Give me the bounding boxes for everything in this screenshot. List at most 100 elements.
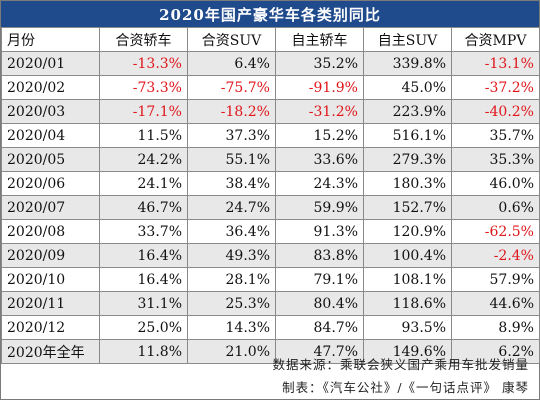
table-cell: 49.3%	[187, 243, 276, 268]
table-cell: 16.4%	[99, 267, 188, 292]
table-cell: 44.6%	[451, 291, 540, 316]
table-cell: 6.2%	[451, 339, 540, 364]
row-label: 2020/08	[1, 219, 100, 244]
table-cell: 57.9%	[451, 267, 540, 292]
table-cell: 45.0%	[363, 75, 452, 100]
table-row: 2020年全年 11.8% 21.0% 47.7% 149.6% 6.2%	[1, 339, 540, 364]
table-cell: 24.1%	[99, 171, 188, 196]
table-cell: 93.5%	[363, 315, 452, 340]
table-row: 2020/02 -73.3% -75.7% -91.9% 45.0% -37.2%	[1, 75, 540, 100]
table-cell: 55.1%	[187, 147, 276, 172]
data-table: 月份 合资轿车 合资SUV 自主轿车 自主SUV 合资MPV 2020/01 -1…	[1, 27, 540, 364]
table-cell: 84.7%	[275, 315, 364, 340]
table-cell: 79.1%	[275, 267, 364, 292]
table-cell: 31.1%	[99, 291, 188, 316]
column-header-jv-sedan: 合资轿车	[99, 27, 188, 52]
table-cell: 80.4%	[275, 291, 364, 316]
table-row: 2020/12 25.0% 14.3% 84.7% 93.5% 8.9%	[1, 315, 540, 340]
table-cell: 152.7%	[363, 195, 452, 220]
table-row: 2020/11 31.1% 25.3% 80.4% 118.6% 44.6%	[1, 291, 540, 316]
row-label: 2020/09	[1, 243, 100, 268]
row-label: 2020年全年	[1, 339, 100, 364]
column-header-domestic-suv: 自主SUV	[363, 27, 452, 52]
table-cell: 35.2%	[275, 51, 364, 76]
table-cell: 46.0%	[451, 171, 540, 196]
column-header-jv-mpv: 合资MPV	[451, 27, 540, 52]
table-cell: 223.9%	[363, 99, 452, 124]
table-cell: 16.4%	[99, 243, 188, 268]
table-cell: 100.4%	[363, 243, 452, 268]
table-cell: 37.3%	[187, 123, 276, 148]
table-row: 2020/09 16.4% 49.3% 83.8% 100.4% -2.4%	[1, 243, 540, 268]
table-cell: 6.4%	[187, 51, 276, 76]
row-label: 2020/04	[1, 123, 100, 148]
table-cell: 24.2%	[99, 147, 188, 172]
row-label: 2020/12	[1, 315, 100, 340]
row-label: 2020/03	[1, 99, 100, 124]
table-cell: 35.3%	[451, 147, 540, 172]
table-cell: 38.4%	[187, 171, 276, 196]
credit-note: 制表：《汽车公社》/《一句话点评》 康琴	[282, 380, 529, 395]
table-cell: -31.2%	[275, 99, 364, 124]
table-cell: 8.9%	[451, 315, 540, 340]
table-cell: 25.0%	[99, 315, 188, 340]
table-cell: 108.1%	[363, 267, 452, 292]
row-label: 2020/06	[1, 171, 100, 196]
table-cell: 15.2%	[275, 123, 364, 148]
table-row: 2020/07 46.7% 24.7% 59.9% 152.7% 0.6%	[1, 195, 540, 220]
table-cell: 11.8%	[99, 339, 188, 364]
row-label: 2020/02	[1, 75, 100, 100]
table-cell: 28.1%	[187, 267, 276, 292]
column-header-domestic-sedan: 自主轿车	[275, 27, 364, 52]
table-cell: 0.6%	[451, 195, 540, 220]
row-label: 2020/11	[1, 291, 100, 316]
table-cell: 59.9%	[275, 195, 364, 220]
table-row: 2020/05 24.2% 55.1% 33.6% 279.3% 35.3%	[1, 147, 540, 172]
table-cell: -91.9%	[275, 75, 364, 100]
table-row: 2020/03 -17.1% -18.2% -31.2% 223.9% -40.2%	[1, 99, 540, 124]
table-cell: -62.5%	[451, 219, 540, 244]
table-cell: 33.6%	[275, 147, 364, 172]
table-cell: 120.9%	[363, 219, 452, 244]
table-title: 2020年国产豪华车各类别同比	[1, 1, 539, 27]
table-cell: -73.3%	[99, 75, 188, 100]
table-row: 2020/04 11.5% 37.3% 15.2% 516.1% 35.7%	[1, 123, 540, 148]
table-cell: 83.8%	[275, 243, 364, 268]
table-row: 2020/06 24.1% 38.4% 24.3% 180.3% 46.0%	[1, 171, 540, 196]
table-cell: 24.3%	[275, 171, 364, 196]
header-row: 月份 合资轿车 合资SUV 自主轿车 自主SUV 合资MPV	[1, 27, 540, 52]
row-label: 2020/07	[1, 195, 100, 220]
column-header-month: 月份	[1, 27, 100, 52]
table-cell: 118.6%	[363, 291, 452, 316]
table-cell: 36.4%	[187, 219, 276, 244]
table-cell: 25.3%	[187, 291, 276, 316]
table-cell: 35.7%	[451, 123, 540, 148]
table-cell: 11.5%	[99, 123, 188, 148]
table-cell: 14.3%	[187, 315, 276, 340]
table-cell: -18.2%	[187, 99, 276, 124]
table-cell: -13.3%	[99, 51, 188, 76]
row-label: 2020/10	[1, 267, 100, 292]
row-label: 2020/01	[1, 51, 100, 76]
table-cell: -40.2%	[451, 99, 540, 124]
table-cell: -2.4%	[451, 243, 540, 268]
table-cell: 279.3%	[363, 147, 452, 172]
table-row: 2020/08 33.7% 36.4% 91.3% 120.9% -62.5%	[1, 219, 540, 244]
table-cell: 24.7%	[187, 195, 276, 220]
table-cell: 91.3%	[275, 219, 364, 244]
table-cell: -13.1%	[451, 51, 540, 76]
column-header-jv-suv: 合资SUV	[187, 27, 276, 52]
table-cell: 21.0%	[187, 339, 276, 364]
table-cell: -75.7%	[187, 75, 276, 100]
table-cell: -17.1%	[99, 99, 188, 124]
table-body: 2020/01 -13.3% 6.4% 35.2% 339.8% -13.1% 2020/0…	[1, 51, 540, 364]
table-cell: 516.1%	[363, 123, 452, 148]
table-row: 2020/10 16.4% 28.1% 79.1% 108.1% 57.9%	[1, 267, 540, 292]
table-cell: 180.3%	[363, 171, 452, 196]
table-row: 2020/01 -13.3% 6.4% 35.2% 339.8% -13.1%	[1, 51, 540, 76]
row-label: 2020/05	[1, 147, 100, 172]
table-cell: 46.7%	[99, 195, 188, 220]
data-source-note: 数据来源：乘联会狭义国产乘用车批发销量	[272, 357, 529, 372]
table-cell: 149.6%	[363, 339, 452, 364]
